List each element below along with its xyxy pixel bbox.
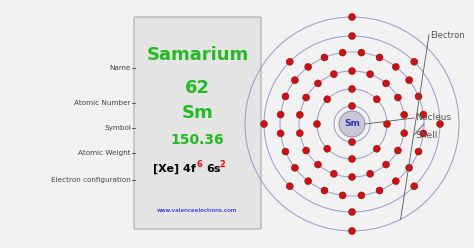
Circle shape bbox=[314, 161, 321, 168]
Text: 150.36: 150.36 bbox=[171, 133, 224, 147]
Circle shape bbox=[324, 96, 331, 103]
Circle shape bbox=[406, 77, 413, 84]
Text: 6: 6 bbox=[197, 160, 202, 169]
Circle shape bbox=[348, 102, 356, 110]
Circle shape bbox=[330, 71, 337, 78]
Circle shape bbox=[348, 174, 356, 181]
Circle shape bbox=[339, 49, 346, 56]
Circle shape bbox=[358, 192, 365, 199]
Circle shape bbox=[394, 147, 401, 154]
Circle shape bbox=[292, 77, 298, 84]
Circle shape bbox=[296, 111, 303, 118]
Circle shape bbox=[348, 13, 356, 21]
Circle shape bbox=[282, 148, 289, 155]
Circle shape bbox=[314, 80, 321, 87]
Circle shape bbox=[313, 121, 320, 127]
Text: Electron configuration: Electron configuration bbox=[51, 177, 131, 183]
Circle shape bbox=[321, 187, 328, 194]
Circle shape bbox=[339, 111, 365, 137]
Circle shape bbox=[394, 94, 401, 101]
Circle shape bbox=[376, 187, 383, 194]
Text: Name: Name bbox=[109, 65, 131, 71]
Text: Samarium: Samarium bbox=[146, 46, 249, 64]
Circle shape bbox=[286, 58, 293, 65]
Text: Symbol: Symbol bbox=[104, 125, 131, 131]
Circle shape bbox=[277, 111, 284, 118]
Circle shape bbox=[392, 63, 399, 70]
Circle shape bbox=[286, 183, 293, 190]
Text: Shell: Shell bbox=[415, 130, 438, 139]
Circle shape bbox=[383, 121, 391, 127]
Circle shape bbox=[420, 130, 427, 137]
Circle shape bbox=[373, 145, 380, 152]
Circle shape bbox=[321, 54, 328, 61]
Circle shape bbox=[324, 145, 331, 152]
Circle shape bbox=[302, 147, 310, 154]
Circle shape bbox=[411, 183, 418, 190]
FancyBboxPatch shape bbox=[134, 17, 261, 229]
Circle shape bbox=[348, 209, 356, 216]
Circle shape bbox=[420, 111, 427, 118]
Circle shape bbox=[383, 80, 390, 87]
Circle shape bbox=[411, 58, 418, 65]
Text: [Xe] 4f: [Xe] 4f bbox=[153, 164, 195, 174]
Text: 2: 2 bbox=[219, 160, 225, 169]
Text: Electron: Electron bbox=[430, 31, 465, 39]
Circle shape bbox=[305, 63, 312, 70]
Circle shape bbox=[366, 170, 374, 177]
Circle shape bbox=[366, 71, 374, 78]
Text: www.valenceelectrons.com: www.valenceelectrons.com bbox=[157, 208, 238, 213]
Circle shape bbox=[348, 67, 356, 74]
Circle shape bbox=[348, 32, 356, 39]
Circle shape bbox=[282, 93, 289, 100]
Circle shape bbox=[292, 164, 298, 171]
Circle shape bbox=[376, 54, 383, 61]
Circle shape bbox=[401, 130, 408, 137]
Circle shape bbox=[392, 178, 399, 185]
Text: 62: 62 bbox=[185, 79, 210, 97]
Circle shape bbox=[415, 93, 422, 100]
Circle shape bbox=[330, 170, 337, 177]
Text: Sm: Sm bbox=[182, 104, 213, 122]
Circle shape bbox=[348, 86, 356, 93]
Circle shape bbox=[401, 111, 408, 118]
Circle shape bbox=[437, 121, 444, 127]
Text: Atomic Weight: Atomic Weight bbox=[78, 150, 131, 156]
Circle shape bbox=[415, 148, 422, 155]
Circle shape bbox=[305, 178, 312, 185]
Circle shape bbox=[348, 138, 356, 146]
Text: Atomic Number: Atomic Number bbox=[74, 100, 131, 106]
Text: Nucleus: Nucleus bbox=[415, 114, 451, 123]
Circle shape bbox=[339, 192, 346, 199]
Text: 6s: 6s bbox=[207, 164, 221, 174]
Circle shape bbox=[348, 227, 356, 235]
Circle shape bbox=[373, 96, 380, 103]
Text: Sm: Sm bbox=[344, 120, 360, 128]
Circle shape bbox=[383, 161, 390, 168]
Circle shape bbox=[348, 155, 356, 162]
Circle shape bbox=[406, 164, 413, 171]
Circle shape bbox=[261, 121, 267, 127]
Circle shape bbox=[302, 94, 310, 101]
Circle shape bbox=[358, 49, 365, 56]
Circle shape bbox=[277, 130, 284, 137]
Circle shape bbox=[296, 130, 303, 137]
